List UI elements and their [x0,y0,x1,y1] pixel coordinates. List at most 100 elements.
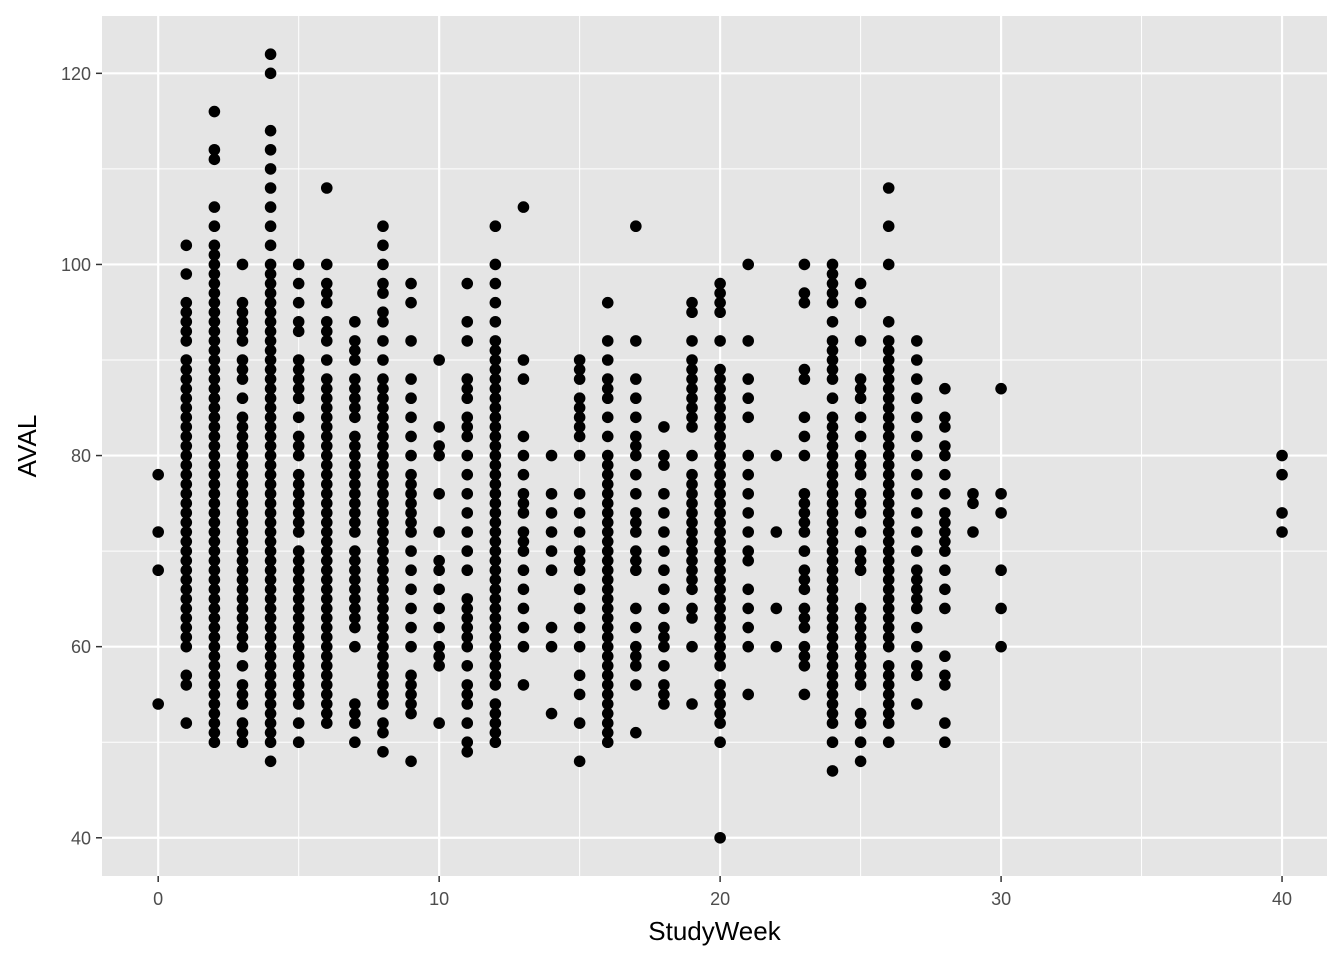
data-point [208,401,221,414]
data-point [798,363,811,376]
data-point [573,411,586,424]
data-point [686,507,698,519]
data-point [714,382,726,395]
data-point [236,736,249,749]
data-point [208,497,221,510]
data-point [882,440,895,452]
data-point [1276,526,1288,538]
data-point [180,411,193,424]
data-point [433,640,445,653]
data-point [517,679,530,691]
data-point [236,535,249,548]
data-point [601,487,614,500]
data-point [320,602,333,615]
data-point [630,487,642,500]
data-point [208,621,221,634]
data-point [826,669,839,682]
data-point [208,468,221,481]
data-point [264,401,277,414]
data-point [686,478,698,491]
data-point [180,583,193,596]
data-point [882,698,895,710]
data-point [264,182,277,194]
data-point [320,507,333,519]
data-point [264,449,277,462]
data-point [686,573,698,586]
data-point [433,421,445,433]
data-point [292,430,305,443]
data-point [686,583,698,596]
data-point [264,659,277,672]
data-point [461,468,474,481]
data-point [882,315,895,328]
data-point [264,736,277,749]
data-point [489,344,502,357]
data-point [320,354,333,366]
data-point [601,335,614,347]
data-point [630,545,642,557]
data-point [377,640,389,653]
data-point [264,430,277,443]
data-point [714,707,726,720]
data-point [320,401,333,414]
data-point [854,382,867,395]
data-point [714,478,726,491]
data-point [180,516,193,529]
data-point [292,631,305,643]
data-point [208,516,221,529]
data-point [517,449,530,462]
data-point [208,440,221,452]
data-point [180,602,193,615]
data-point [517,430,530,443]
data-point [686,640,698,653]
data-point [714,593,726,605]
data-point [882,449,895,462]
data-point [292,296,305,309]
data-point [405,669,417,682]
data-point [686,516,698,529]
data-point [939,516,951,529]
data-point [826,421,839,433]
data-point [264,315,277,328]
data-point [630,449,642,462]
data-point [714,459,726,471]
data-point [826,707,839,720]
data-point [826,621,839,634]
data-point [658,640,670,653]
data-point [461,421,474,433]
data-point [573,487,586,500]
data-point [320,287,333,299]
data-point [236,507,249,519]
data-point [686,382,698,395]
data-point [152,468,164,481]
data-point [180,631,193,643]
data-points [152,48,1288,844]
data-point [180,564,193,577]
data-point [320,478,333,491]
data-point [180,315,193,328]
data-point [461,487,474,500]
data-point [714,363,726,376]
data-point [320,679,333,691]
data-point [489,363,502,376]
data-point [461,277,474,290]
data-point [742,621,755,634]
data-point [601,468,614,481]
data-point [826,277,839,290]
data-point [433,487,445,500]
data-point [714,736,726,749]
data-point [630,650,642,663]
data-point [461,392,474,405]
data-point [180,382,193,395]
data-point [658,459,670,471]
data-point [742,411,755,424]
data-point [377,593,389,605]
data-point [264,679,277,691]
data-point [630,726,642,739]
data-point [264,239,277,252]
data-point [826,497,839,510]
data-point [489,459,502,471]
data-point [489,679,502,691]
data-point [601,583,614,596]
data-point [489,545,502,557]
